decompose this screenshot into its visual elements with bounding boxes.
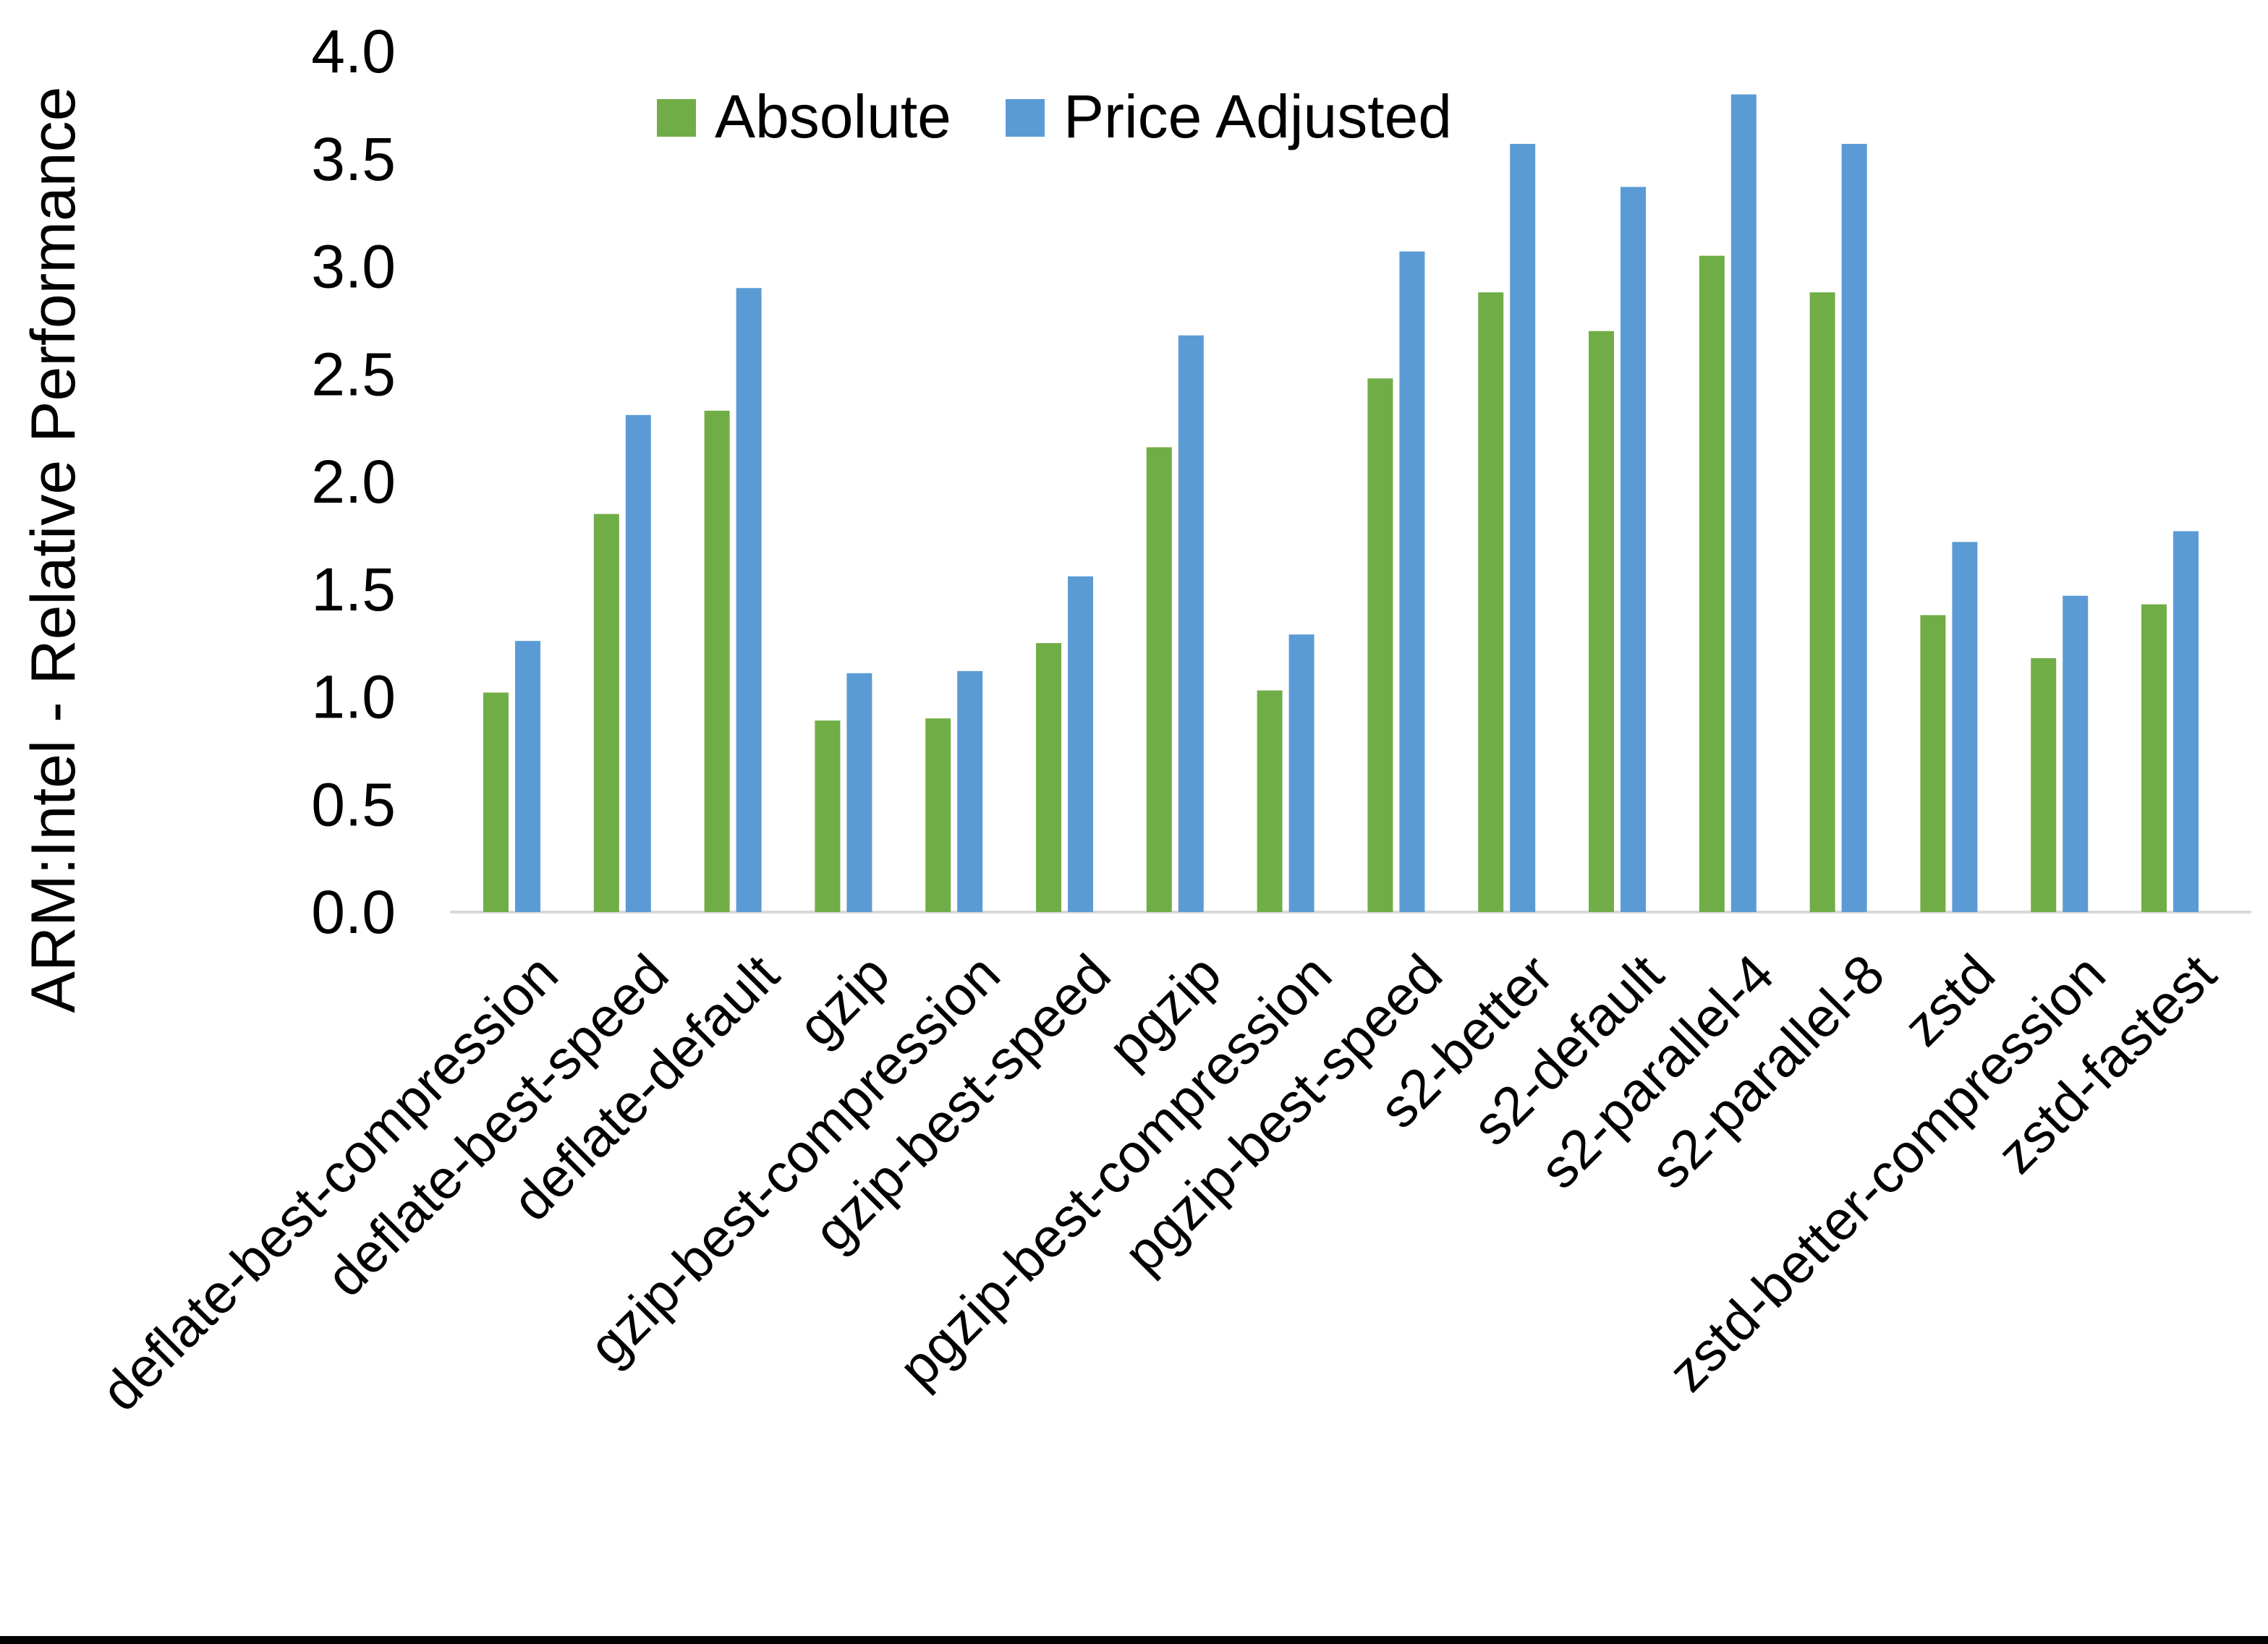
bar-price-adjusted-s2-default: [1621, 187, 1646, 912]
bar-absolute-deflate-best-compression: [483, 692, 509, 912]
bar-price-adjusted-s2-parallel-4: [1730, 94, 1757, 912]
legend: Absolute Price Adjusted: [657, 82, 1452, 150]
bar-absolute-pgzip: [1146, 447, 1172, 912]
bar-price-adjusted-gzip-best-compression: [957, 670, 983, 912]
y-axis-title: ARM:Intel - Relative Performance: [19, 87, 88, 1013]
bar-price-adjusted-s2-better: [1510, 143, 1536, 912]
bar-price-adjusted-s2-parallel-8: [1841, 143, 1867, 912]
bar-absolute-gzip: [815, 720, 841, 912]
bar-absolute-s2-parallel-4: [1699, 255, 1725, 912]
bar-absolute-gzip-best-compression: [925, 718, 951, 912]
y-tick-label-2.0: 2.0: [311, 448, 396, 516]
y-tick-label-0.5: 0.5: [311, 770, 396, 838]
bar-price-adjusted-deflate-best-speed: [625, 414, 651, 912]
bar-price-adjusted-zstd: [1952, 542, 1978, 912]
bar-absolute-deflate-best-speed: [593, 514, 619, 912]
bar-price-adjusted-deflate-best-compression: [515, 641, 540, 912]
legend-label-absolute: Absolute: [715, 82, 951, 150]
y-tick-label-0.0: 0.0: [311, 878, 396, 946]
bar-price-adjusted-zstd-better-compression: [2063, 595, 2089, 912]
y-tick-label-1.0: 1.0: [311, 663, 396, 731]
bar-absolute-zstd-better-compression: [2031, 657, 2057, 912]
bar-absolute-zstd-fastest: [2141, 604, 2167, 912]
bar-price-adjusted-gzip: [846, 673, 872, 912]
y-tick-label-4.0: 4.0: [311, 17, 396, 85]
bar-absolute-zstd: [1920, 615, 1946, 912]
bar-absolute-deflate-default: [704, 410, 730, 912]
legend-label-price-adjusted: Price Adjusted: [1063, 82, 1452, 150]
bar-price-adjusted-pgzip: [1178, 335, 1204, 912]
bar-price-adjusted-deflate-default: [736, 288, 762, 912]
bar-absolute-pgzip-best-speed: [1367, 378, 1393, 912]
legend-swatch-absolute: [657, 99, 696, 137]
y-tick-label-1.5: 1.5: [311, 555, 396, 623]
y-tick-label-3.0: 3.0: [311, 233, 396, 301]
y-tick-label-2.5: 2.5: [311, 340, 396, 408]
bar-price-adjusted-gzip-best-speed: [1068, 576, 1093, 912]
bar-price-adjusted-pgzip-best-compression: [1288, 634, 1314, 912]
bar-absolute-gzip-best-speed: [1036, 643, 1061, 912]
legend-swatch-price-adjusted: [1006, 99, 1045, 137]
bar-absolute-s2-parallel-8: [1809, 292, 1835, 912]
bar-absolute-s2-default: [1589, 331, 1614, 912]
bar-absolute-s2-better: [1478, 292, 1504, 912]
y-tick-label-3.5: 3.5: [311, 125, 396, 193]
bar-price-adjusted-zstd-fastest: [2173, 531, 2199, 912]
bar-price-adjusted-pgzip-best-speed: [1399, 251, 1425, 912]
bar-absolute-pgzip-best-compression: [1257, 690, 1283, 912]
bottom-border: [0, 1636, 2268, 1644]
